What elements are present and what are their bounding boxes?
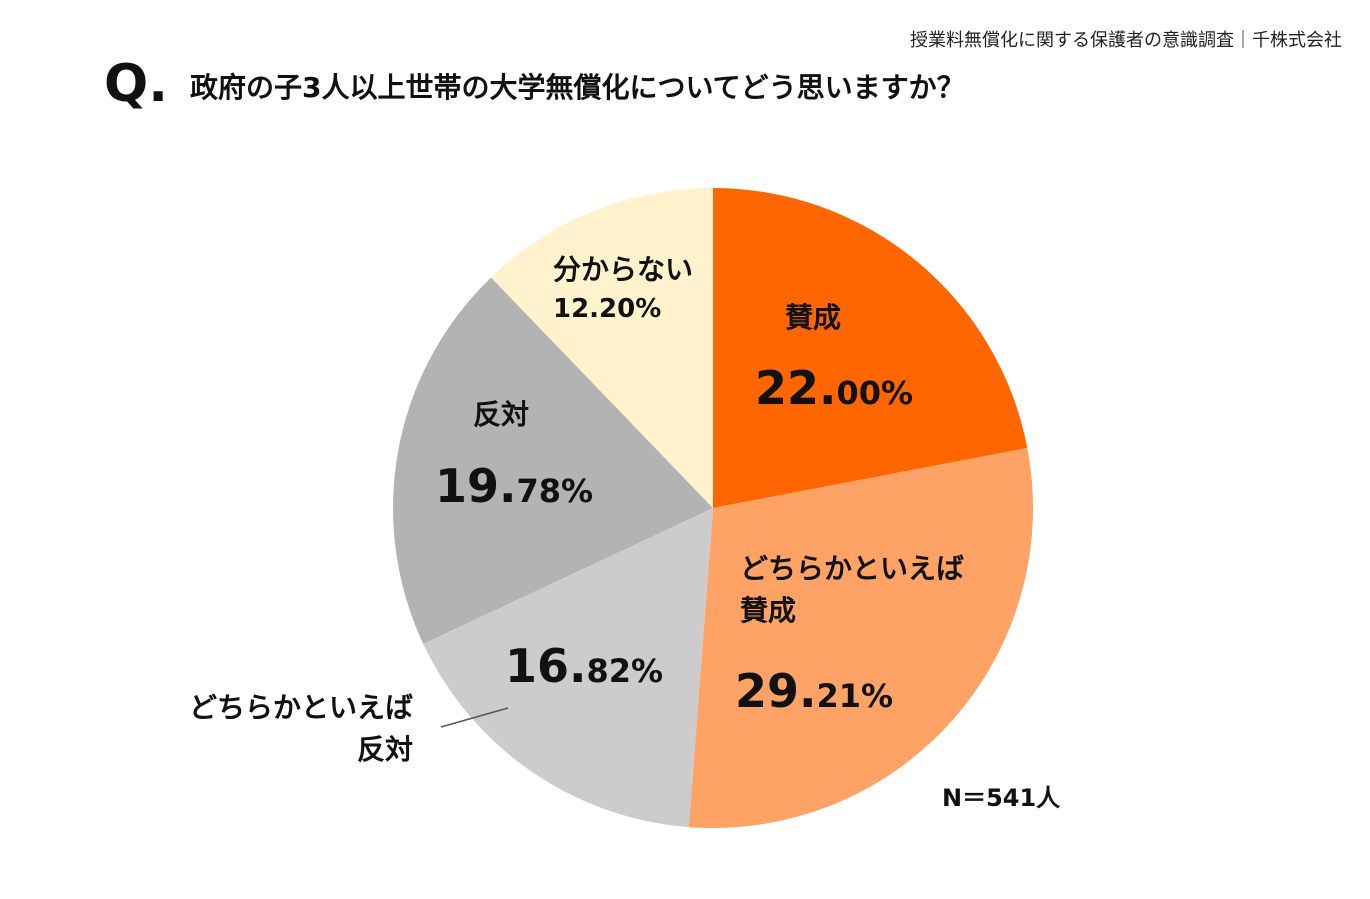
leader-line (440, 707, 509, 728)
pie-slice-2 (688, 447, 1033, 828)
slice-label-5: 分からない (553, 253, 693, 286)
sample-size-label: N＝541人 (942, 784, 1060, 812)
slice-value-1: 22.00% (755, 361, 913, 415)
slice-label-3: どちらかといえば反対 (189, 691, 413, 766)
question-mark: Q. (104, 54, 168, 114)
question-text: 政府の子3人以上世帯の大学無償化についてどう思いますか？ (189, 71, 965, 104)
pie-labels: 賛成 22.00% どちらかといえば賛成 29.21% どちらかといえば反対 16.82%… (189, 253, 964, 766)
question-heading: Q. 政府の子3人以上世帯の大学無償化についてどう思いますか？ (104, 58, 965, 110)
slice-value-2: 29.21% (735, 664, 893, 718)
slice-label-2: どちらかといえば賛成 (740, 552, 964, 627)
pie-slice-1 (713, 188, 1028, 508)
pie-slice-4 (393, 277, 713, 644)
slice-value-3: 16.82% (505, 639, 663, 693)
pie-slices (393, 188, 1033, 828)
slice-value-5: 12.20% (553, 294, 661, 324)
slice-value-4: 19.78% (435, 459, 593, 513)
slice-label-4: 反対 (473, 398, 529, 431)
source-caption: 授業料無償化に関する保護者の意識調査｜千株式会社 (910, 30, 1342, 51)
pie-slice-3 (423, 508, 713, 828)
slice-label-1: 賛成 (785, 301, 841, 334)
pie-slice-5 (491, 188, 713, 508)
